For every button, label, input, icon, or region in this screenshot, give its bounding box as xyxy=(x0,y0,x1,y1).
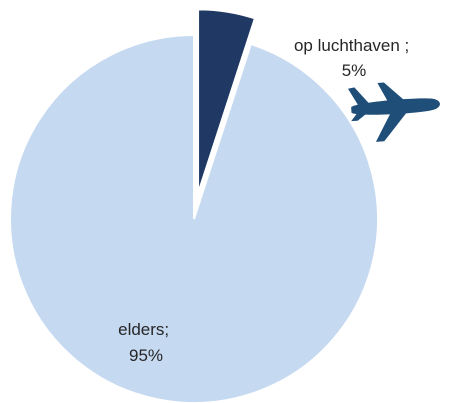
slice-label-op-luchthaven-name: op luchthaven ; xyxy=(294,36,409,55)
slice-label-elders-value: 95% xyxy=(129,346,163,365)
slice-label-elders-name: elders; xyxy=(118,320,169,339)
slice-label-op-luchthaven-value: 5% xyxy=(342,61,367,80)
slice-label-op-luchthaven: op luchthaven ; 5% xyxy=(294,36,414,80)
slice-label-elders: elders; 95% xyxy=(118,320,174,365)
pie-slices xyxy=(9,8,379,403)
pie-slice-op-luchthaven xyxy=(197,8,257,194)
airplane-icon xyxy=(347,82,440,142)
pie-slice-elders xyxy=(9,33,379,403)
